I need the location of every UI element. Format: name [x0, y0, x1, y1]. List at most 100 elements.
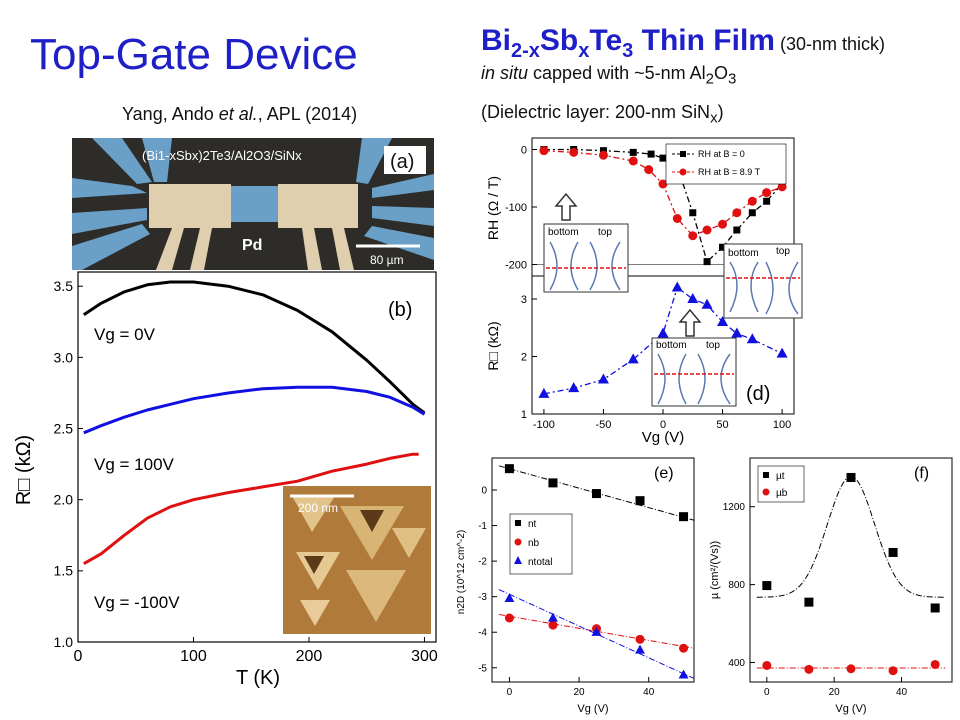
y-tick-label: 1: [521, 409, 527, 421]
point-µb: [846, 664, 856, 674]
point-nb: [548, 620, 558, 630]
panel-f-label: (f): [914, 465, 929, 482]
rh-point: [719, 243, 727, 251]
citation-authors: Yang, Ando: [122, 104, 219, 124]
y-tick-label: -2: [478, 557, 487, 568]
curve-0: [82, 280, 426, 415]
panel-b-xlabel: T (K): [236, 667, 280, 689]
point-µt: [762, 581, 772, 591]
panel-f-xlabel: Vg (V): [835, 703, 866, 715]
y-tick-label: -200: [505, 259, 527, 271]
rsq-point: [671, 281, 683, 292]
panel-a-label-box: [384, 146, 426, 174]
y-tick-label: 0: [521, 144, 527, 156]
y-tick-label: 1200: [723, 502, 746, 513]
panel-b-chart: 1.0 1.5 2.0 2.5 3.0 3.5 0 100 200 300 (b) Vg = 0…: [13, 271, 438, 689]
panel-f-points: [756, 472, 946, 676]
rsq-point: [746, 333, 758, 344]
panel-e-axes: 0 -1 -2 -3 -4 -5 0 20 40: [478, 486, 655, 699]
x-tick-label: 40: [643, 687, 655, 698]
rh-point: [569, 147, 579, 157]
rsq-point: [717, 316, 729, 326]
stack-label: (Bi1-xSbx)2Te3/Al2O3/SiNx: [142, 148, 302, 163]
y-tick-label: -3: [478, 592, 487, 603]
point-µb: [888, 666, 898, 676]
x-tick-label: 0: [507, 687, 513, 698]
band-inset-right-bottom: bottom: [728, 248, 759, 259]
rh-point: [659, 154, 667, 162]
point-ntotal: [504, 593, 515, 603]
arrow-up-icon: [554, 192, 578, 221]
x-tick-label: 200: [296, 648, 323, 665]
scale-label: 80 µm: [370, 253, 404, 267]
afm-scale-label: 200 nm: [298, 501, 338, 515]
panel-f-legend: µt µb: [757, 465, 805, 503]
legend-rh89: RH at B = 8.9 T: [698, 167, 761, 177]
arrow-up-icon: [678, 308, 702, 337]
rh-point: [598, 150, 608, 160]
panel-e-frame: [491, 457, 695, 683]
legend-mut: µt: [776, 471, 785, 482]
y-tick-label: 2.0: [54, 492, 74, 508]
x-tick-label: 100: [180, 648, 207, 665]
x-tick-label: 0: [74, 648, 83, 665]
rh-point: [747, 196, 757, 206]
film-thickness: (30-nm thick): [774, 34, 885, 54]
point-nt: [504, 464, 514, 474]
y-tick-label: 3.0: [54, 349, 74, 365]
rsq-point: [657, 327, 669, 338]
rh-point: [732, 208, 742, 218]
rh-point: [763, 197, 771, 205]
panel-d-curves: [538, 146, 788, 398]
point-nt: [635, 496, 645, 506]
point-ntotal: [635, 644, 645, 654]
y-tick-label: 3: [521, 294, 527, 306]
y-tick-label: 2: [521, 351, 527, 363]
panel-b-y-axis: 1.0 1.5 2.0 2.5 3.0 3.5: [54, 278, 83, 650]
rh-point: [689, 209, 697, 217]
panel-e-chart: 0 -1 -2 -3 -4 -5 0 20 40 (e) nt nb ntotal n2D (1…: [456, 457, 695, 715]
panel-e-xlabel: Vg (V): [577, 703, 608, 715]
afm-inset: 200 nm: [283, 486, 431, 634]
rsq-point: [627, 353, 639, 364]
panel-e-points: [498, 464, 695, 679]
film-title: Bi2-xSbxTe3 Thin Film (30-nm thick): [481, 24, 885, 63]
point-µt: [930, 603, 940, 613]
panel-d-chart: 0 -100 -200 1 2 3 -100 -50 0 50 100 RH at B = 0 RH…: [480, 132, 808, 450]
panel-b-ylabel: R□ (kΩ): [13, 435, 35, 505]
band-inset-center-bottom: bottom: [656, 340, 687, 351]
legend-marker-rh0: [680, 151, 686, 157]
panel-f-frame: [749, 457, 953, 683]
rsq-curve-0: [543, 286, 783, 395]
point-ntotal: [591, 626, 602, 636]
rh-point: [628, 156, 638, 166]
legend-marker-ntotal: [514, 556, 522, 564]
y-tick-label: 400: [728, 658, 745, 669]
dielectric-note: (Dielectric layer: 200-nm SiNx): [481, 102, 724, 127]
point-µb: [804, 664, 814, 674]
rh-point: [762, 188, 772, 198]
panel-d-ylabel-top: RH (Ω / T): [485, 176, 501, 240]
rsq-point: [538, 387, 550, 398]
point-nb: [635, 634, 645, 644]
y-tick-label: -100: [505, 202, 527, 214]
band-inset-right: bottom top: [723, 243, 803, 319]
panel-f-chart: 400 800 1200 0 20 40 (f) µt µb µ (cm²/(Vs)) V…: [709, 457, 953, 715]
capping-note: in situ capped with ~5-nm Al2O3: [481, 63, 737, 88]
legend-marker-nt: [515, 520, 521, 526]
rh-point: [748, 209, 756, 217]
x-tick-label: 20: [574, 687, 586, 698]
curve-2: [83, 452, 419, 566]
film-formula: Bi2-xSbxTe3 Thin Film: [481, 24, 775, 62]
panel-e-ylabel: n2D (10^12 cm^-2): [456, 530, 467, 614]
point-µt: [888, 547, 898, 557]
rh-point: [539, 146, 549, 156]
y-tick-label: 2.5: [54, 420, 74, 436]
rh-point: [658, 179, 668, 189]
panel-f-axes: 400 800 1200 0 20 40: [723, 502, 908, 698]
rh-point: [688, 231, 698, 241]
x-tick-label: 20: [829, 687, 841, 698]
rh-point: [733, 226, 741, 234]
point-ntotal: [547, 612, 558, 622]
legend-ntotal: ntotal: [528, 557, 552, 568]
